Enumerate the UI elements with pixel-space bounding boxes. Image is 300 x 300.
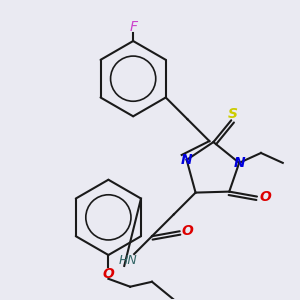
Text: F: F <box>129 20 137 34</box>
Text: O: O <box>182 224 194 238</box>
Text: N: N <box>233 156 245 170</box>
Text: O: O <box>259 190 271 204</box>
Text: O: O <box>103 267 114 281</box>
Text: N: N <box>181 153 193 167</box>
Text: HN: HN <box>119 254 138 268</box>
Text: S: S <box>228 107 238 121</box>
